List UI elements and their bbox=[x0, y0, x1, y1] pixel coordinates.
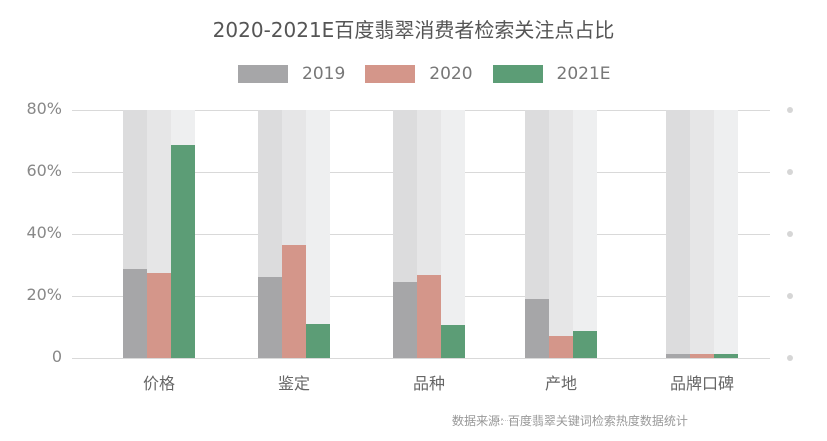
legend-label: 2020 bbox=[429, 64, 473, 84]
x-category-label: 品种 bbox=[412, 374, 445, 393]
legend-item-2021e: 2021E bbox=[492, 64, 611, 84]
y-tick-label: 60% bbox=[26, 161, 62, 180]
bar-2019 bbox=[666, 353, 690, 358]
bar-2021e bbox=[573, 331, 597, 358]
bar-2021e bbox=[306, 323, 330, 358]
legend-swatch-2021e bbox=[492, 65, 543, 83]
legend-label: 2021E bbox=[556, 64, 611, 84]
bar-track bbox=[573, 110, 597, 358]
data-source-note: 数据来源: 百度翡翠关键词检索热度数据统计 bbox=[452, 414, 688, 428]
bar-2019 bbox=[393, 282, 417, 358]
bar-track bbox=[690, 110, 714, 358]
legend-swatch-2020 bbox=[365, 65, 416, 83]
chart-legend: 2019 2020 2021E bbox=[238, 64, 631, 84]
axis-dot bbox=[787, 355, 793, 361]
source-leader-dots bbox=[452, 420, 532, 421]
gridline bbox=[72, 358, 770, 359]
y-tick-label: 40% bbox=[26, 223, 62, 242]
x-category-label: 鉴定 bbox=[277, 374, 310, 393]
legend-item-2020: 2020 bbox=[365, 64, 473, 84]
bar-track bbox=[441, 110, 465, 358]
bar-2020 bbox=[282, 244, 306, 358]
axis-dot bbox=[787, 169, 793, 175]
bar-2019 bbox=[123, 269, 147, 358]
axis-dot bbox=[787, 107, 793, 113]
x-category-label: 产地 bbox=[544, 374, 577, 393]
bar-2019 bbox=[525, 299, 549, 358]
axis-dot bbox=[787, 231, 793, 237]
bar-track bbox=[666, 110, 690, 358]
bar-track bbox=[714, 110, 738, 358]
x-category-label: 价格 bbox=[142, 374, 175, 393]
bar-2019 bbox=[258, 277, 282, 358]
x-category-label: 品牌口碑 bbox=[669, 374, 734, 393]
bar-track bbox=[549, 110, 573, 358]
legend-swatch-2019 bbox=[238, 65, 288, 83]
bar-2021e bbox=[441, 325, 465, 358]
bar-2020 bbox=[690, 353, 714, 358]
legend-label: 2019 bbox=[302, 64, 346, 84]
bar-2021e bbox=[171, 145, 195, 358]
bar-2020 bbox=[147, 273, 171, 358]
bar-2021e bbox=[714, 353, 738, 358]
bar-2020 bbox=[549, 335, 573, 358]
legend-item-2019: 2019 bbox=[238, 64, 345, 84]
chart-title: 2020-2021E百度翡翠消费者检索关注点占比 bbox=[212, 18, 615, 42]
bar-2020 bbox=[417, 274, 441, 358]
y-tick-label: 20% bbox=[26, 285, 62, 304]
y-tick-label: 80% bbox=[26, 99, 62, 118]
bar-track bbox=[306, 110, 330, 358]
axis-dot bbox=[787, 293, 793, 299]
y-tick-label: 0 bbox=[51, 347, 62, 366]
